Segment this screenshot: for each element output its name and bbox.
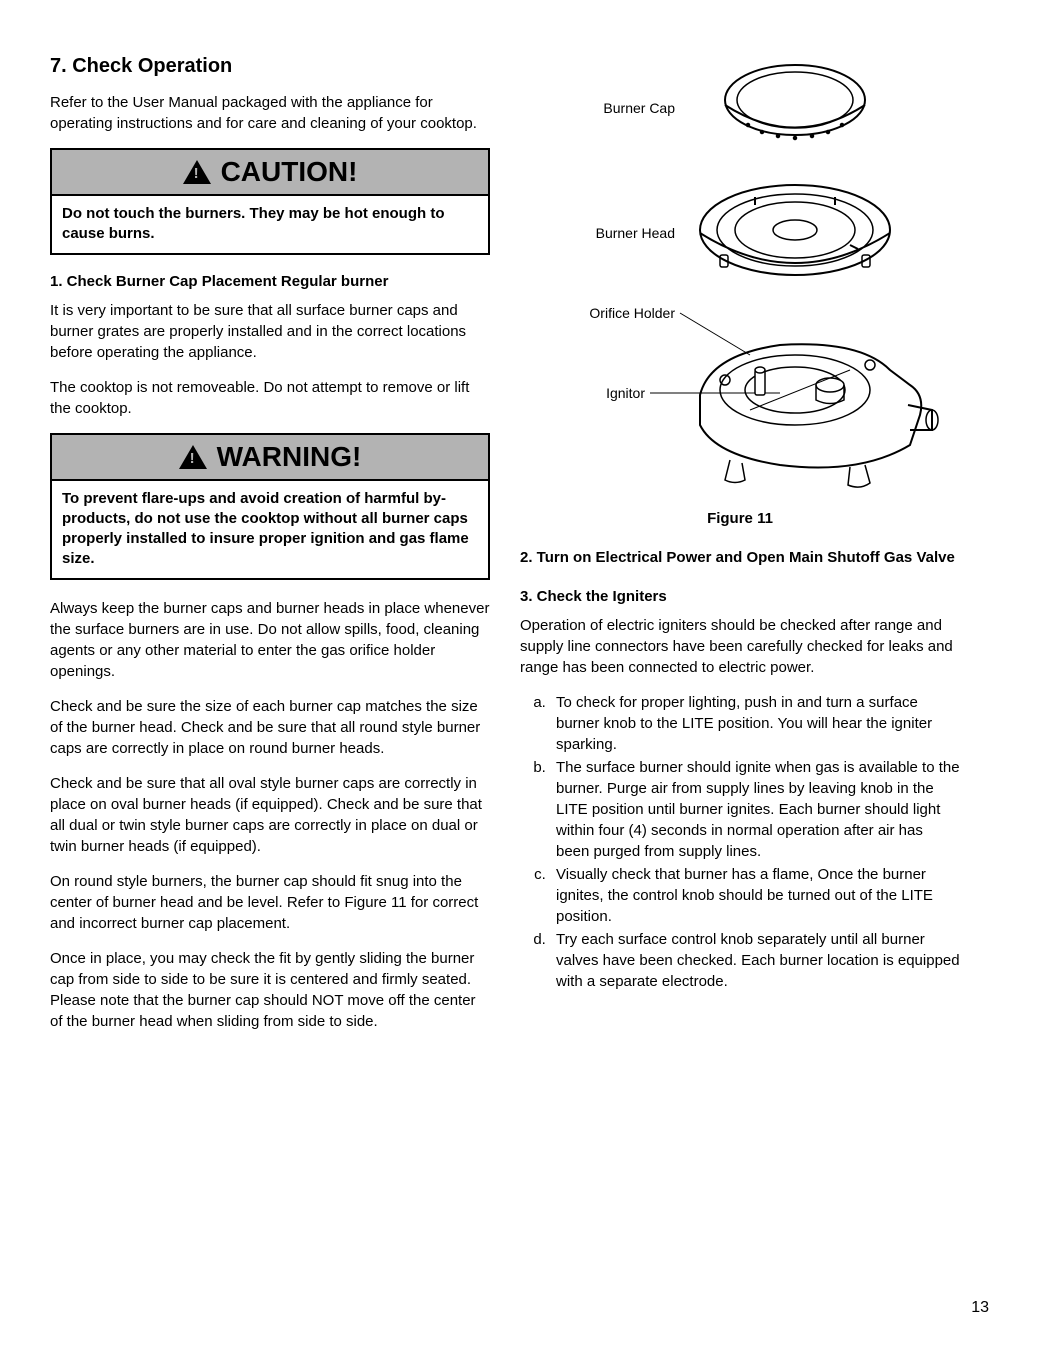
step1-title: 1. Check Burner Cap Placement Regular bu… (50, 273, 490, 290)
step3-intro: Operation of electric igniters should be… (520, 615, 960, 678)
left-p4: On round style burners, the burner cap s… (50, 871, 490, 934)
warning-body: To prevent flare-ups and avoid creation … (52, 481, 488, 578)
warning-header: WARNING! (52, 435, 488, 481)
list-item: The surface burner should ignite when ga… (550, 757, 960, 862)
section-title: 7. Check Operation (50, 55, 490, 78)
figure-caption: Figure 11 (520, 510, 960, 527)
left-p2: Check and be sure the size of each burne… (50, 696, 490, 759)
step2-title: 2. Turn on Electrical Power and Open Mai… (520, 549, 960, 566)
list-item: Try each surface control knob separately… (550, 929, 960, 992)
caution-header: CAUTION! (52, 150, 488, 196)
burner-head-icon (685, 175, 905, 295)
intro-paragraph: Refer to the User Manual packaged with t… (50, 92, 490, 134)
left-p5: Once in place, you may check the fit by … (50, 948, 490, 1032)
step1-p2: The cooktop is not removeable. Do not at… (50, 377, 490, 419)
left-p3: Check and be sure that all oval style bu… (50, 773, 490, 857)
caution-body: Do not touch the burners. They may be ho… (52, 196, 488, 253)
page-number: 13 (971, 1299, 989, 1317)
warning-box: WARNING! To prevent flare-ups and avoid … (50, 433, 490, 580)
warning-header-text: WARNING! (217, 441, 362, 473)
step3-title: 3. Check the Igniters (520, 588, 960, 605)
step3-list: To check for proper lighting, push in an… (520, 692, 960, 992)
caution-box: CAUTION! Do not touch the burners. They … (50, 148, 490, 255)
burner-diagram: Burner Cap Burner Head Orifice Holder Ig… (525, 55, 955, 500)
figure-11: Burner Cap Burner Head Orifice Holder Ig… (520, 55, 960, 527)
list-item: To check for proper lighting, push in an… (550, 692, 960, 755)
warning-triangle-icon (179, 445, 207, 469)
step1-p1: It is very important to be sure that all… (50, 300, 490, 363)
left-p1: Always keep the burner caps and burner h… (50, 598, 490, 682)
caution-header-text: CAUTION! (221, 156, 358, 188)
warning-triangle-icon (183, 160, 211, 184)
burner-cap-icon (700, 55, 880, 165)
orifice-holder-icon (660, 315, 940, 495)
list-item: Visually check that burner has a flame, … (550, 864, 960, 927)
